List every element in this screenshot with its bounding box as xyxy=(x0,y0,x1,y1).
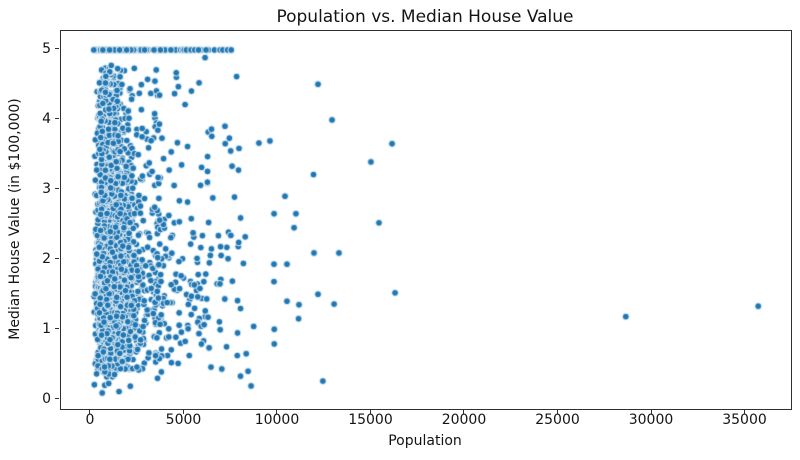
y-tick-mark xyxy=(54,118,59,120)
x-tick-label: 15000 xyxy=(348,412,393,428)
x-tick-label: 25000 xyxy=(535,412,580,428)
chart-title: Population vs. Median House Value xyxy=(276,7,574,27)
y-tick-label: 0 xyxy=(42,390,51,407)
x-tick-label: 10000 xyxy=(254,412,300,428)
x-tick-mark xyxy=(650,409,652,414)
y-tick-mark xyxy=(54,48,59,50)
y-axis-label: Median House Value (in $100,000) xyxy=(7,98,23,340)
x-tick-mark xyxy=(463,409,465,414)
x-tick-label: 0 xyxy=(85,412,95,428)
x-tick-label: 20000 xyxy=(441,412,487,428)
x-tick-mark xyxy=(276,409,278,414)
plot-area xyxy=(60,30,792,410)
y-tick-mark xyxy=(54,188,59,190)
x-axis-label: Population xyxy=(388,433,462,449)
x-tick-mark xyxy=(369,409,371,414)
x-tick-label: 35000 xyxy=(722,412,767,428)
y-tick-mark xyxy=(54,258,59,260)
x-tick-label: 5000 xyxy=(165,412,202,428)
y-tick-label: 5 xyxy=(42,40,51,57)
x-tick-mark xyxy=(557,409,558,414)
y-tick-mark xyxy=(54,398,59,400)
y-tick-label: 4 xyxy=(42,110,51,127)
y-tick-label: 1 xyxy=(42,320,51,337)
x-tick-label: 30000 xyxy=(628,412,674,428)
x-tick-mark xyxy=(744,409,745,414)
x-tick-mark xyxy=(182,409,184,414)
y-tick-label: 3 xyxy=(42,180,51,197)
y-tick-mark xyxy=(54,328,59,330)
scatter-canvas xyxy=(61,31,791,409)
x-tick-mark xyxy=(89,409,91,414)
y-tick-label: 2 xyxy=(42,250,51,267)
